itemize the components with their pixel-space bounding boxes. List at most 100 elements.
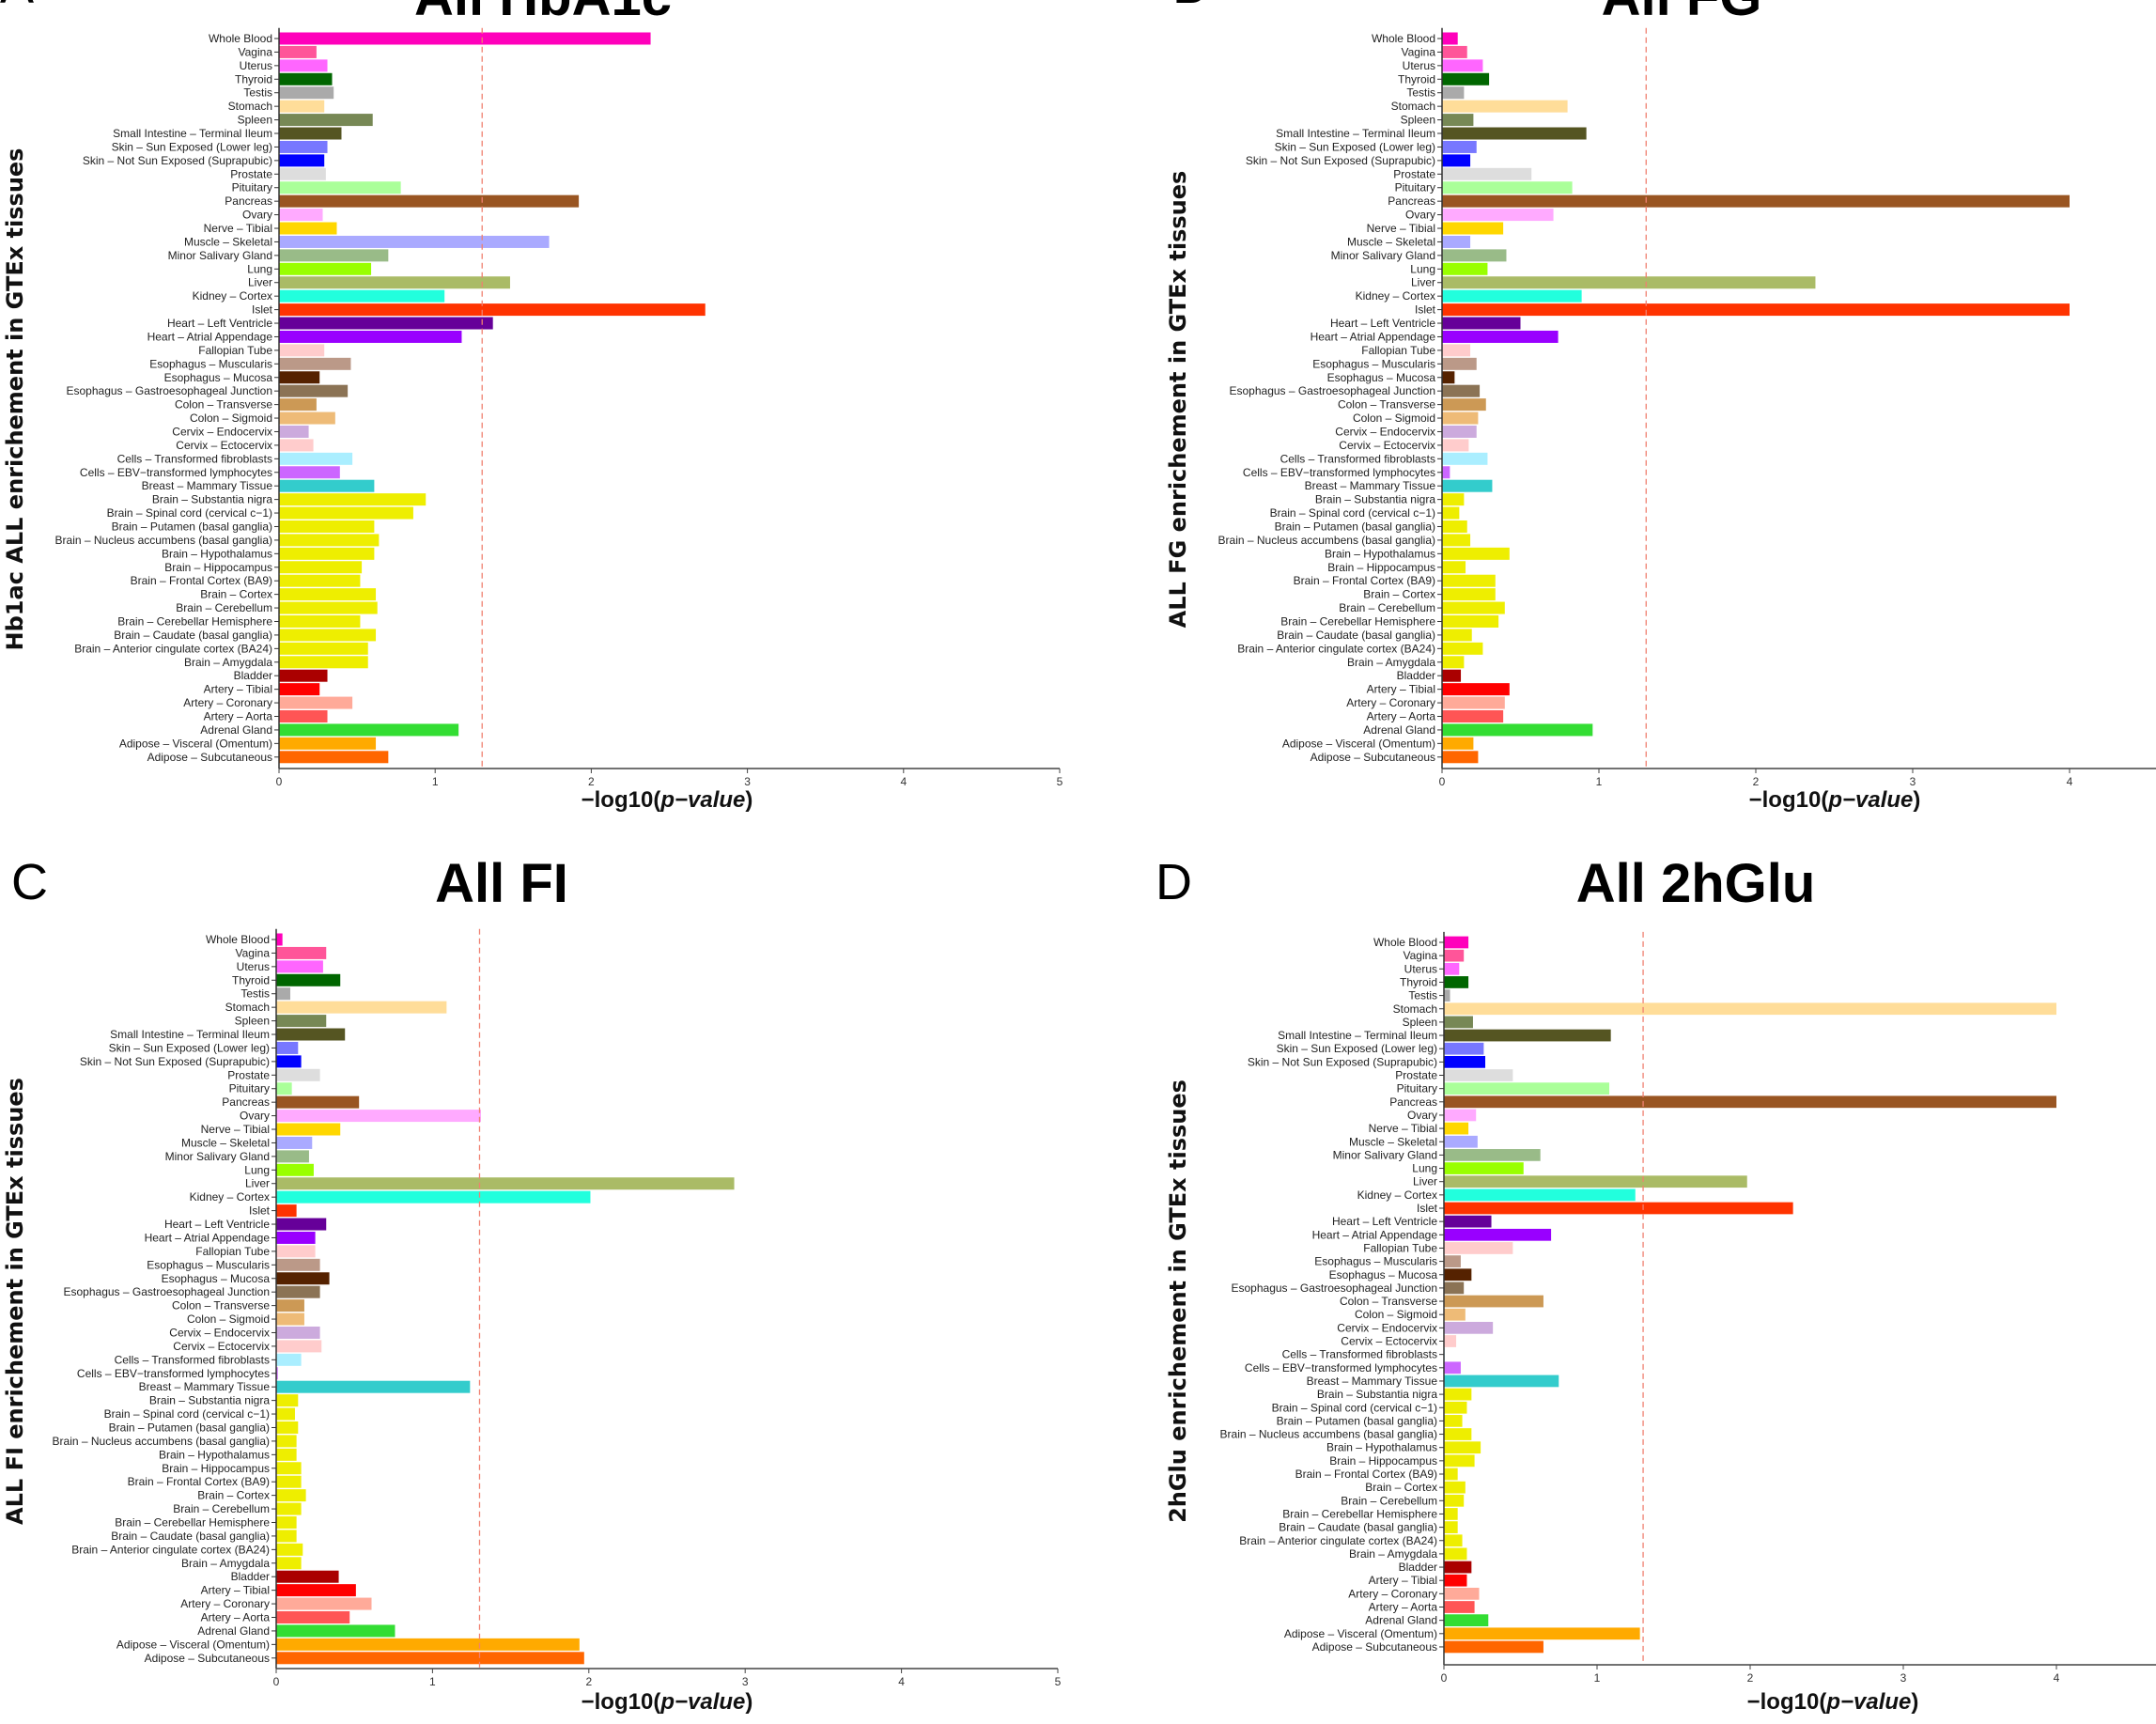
bar-3	[1442, 59, 1483, 72]
bar-28	[1442, 398, 1486, 412]
category-label: Uterus	[1403, 59, 1435, 72]
category-label: Vagina	[1404, 949, 1438, 962]
bar-30	[1442, 425, 1477, 438]
bar-20	[279, 289, 445, 303]
bar-39	[1444, 1441, 1481, 1454]
category-label: Cervix – Endocervix	[1335, 425, 1435, 438]
category-label: Colon – Transverse	[172, 1299, 270, 1312]
bar-25	[276, 1258, 320, 1271]
bar-54	[276, 1652, 584, 1665]
category-label: Brain – Anterior cingulate cortex (BA24)	[1239, 1534, 1437, 1547]
category-label: Heart – Atrial Appendage	[1312, 1228, 1438, 1241]
category-label: Islet	[1415, 303, 1436, 317]
bar-4	[279, 72, 333, 85]
bar-48	[1442, 669, 1462, 682]
category-label: Liver	[248, 276, 272, 289]
panel-d-chart: Whole BloodVaginaUterusThyroidTestisStom…	[1220, 931, 2156, 1685]
bar-17	[1442, 249, 1507, 262]
bar-34	[276, 1380, 471, 1393]
category-label: Cells – Transformed fibroblasts	[115, 1353, 270, 1366]
category-label: Nerve – Tibial	[1369, 1122, 1437, 1135]
bar-22	[1442, 317, 1521, 330]
panel-a-title: All HbA1c	[414, 0, 672, 24]
bar-34	[1444, 1375, 1559, 1388]
x-label-suffix: )	[745, 787, 753, 813]
category-label: Cells – Transformed fibroblasts	[1282, 1348, 1437, 1361]
bar-45	[276, 1530, 297, 1543]
bar-29	[276, 1312, 304, 1326]
bar-9	[1444, 1042, 1484, 1055]
category-label: Whole Blood	[209, 32, 272, 45]
x-label-prefix: −log10(	[581, 787, 661, 813]
x-tick-label: 5	[1055, 1675, 1062, 1688]
category-label: Uterus	[237, 960, 270, 973]
bar-25	[1442, 357, 1477, 370]
x-label-suffix: )	[745, 1689, 753, 1715]
bar-4	[1444, 976, 1469, 988]
bar-20	[1442, 289, 1582, 303]
category-label: Brain – Anterior cingulate cortex (BA24)	[71, 1543, 270, 1556]
category-label: Brain – Spinal cord (cervical c−1)	[104, 1407, 270, 1421]
category-label: Skin – Sun Exposed (Lower leg)	[1275, 140, 1435, 153]
bar-10	[1442, 154, 1471, 167]
x-tick-label: 0	[1441, 1671, 1448, 1685]
category-label: Brain – Putamen (basal ganglia)	[1275, 520, 1435, 533]
category-label: Thyroid	[1400, 975, 1437, 988]
bar-42	[1442, 588, 1496, 601]
category-label: Prostate	[230, 167, 272, 180]
bar-16	[1442, 235, 1471, 248]
category-label: Esophagus – Mucosa	[1327, 371, 1436, 384]
x-tick-label: 4	[2067, 775, 2073, 788]
category-label: Brain – Cortex	[200, 588, 272, 601]
category-label: Pancreas	[222, 1095, 270, 1109]
category-label: Artery – Aorta	[1369, 1601, 1438, 1614]
category-label: Colon – Sigmoid	[190, 412, 272, 425]
bar-43	[279, 601, 378, 614]
x-tick-label: 3	[744, 775, 751, 788]
bar-47	[1442, 656, 1465, 669]
category-label: Muscle – Skeletal	[1349, 1135, 1437, 1148]
bar-46	[1442, 642, 1483, 655]
category-label: Brain – Frontal Cortex (BA9)	[1294, 574, 1435, 587]
category-label: Brain – Nucleus accumbens (basal ganglia…	[53, 1435, 270, 1448]
category-label: Fallopian Tube	[1361, 344, 1435, 357]
bar-48	[276, 1570, 339, 1583]
category-label: Adrenal Gland	[1365, 1614, 1437, 1627]
bar-23	[279, 330, 462, 343]
category-label: Ovary	[242, 209, 272, 222]
bar-29	[1442, 412, 1479, 425]
category-label: Testis	[1406, 86, 1435, 100]
bar-14	[279, 209, 323, 222]
category-label: Brain – Substantia nigra	[149, 1394, 270, 1407]
bar-17	[1444, 1149, 1541, 1161]
category-label: Spleen	[235, 1015, 270, 1028]
category-label: Brain – Caudate (basal ganglia)	[1277, 629, 1435, 642]
bar-19	[279, 276, 510, 289]
category-label: Adipose – Subcutaneous	[145, 1652, 270, 1665]
category-label: Adipose – Visceral (Omentum)	[119, 737, 272, 750]
category-label: Liver	[245, 1177, 270, 1190]
category-label: Cells – Transformed fibroblasts	[1280, 452, 1435, 465]
bar-49	[1444, 1574, 1467, 1587]
bar-19	[1442, 276, 1816, 289]
category-label: Small Intestine – Terminal Ileum	[1278, 1029, 1437, 1042]
category-label: Brain – Nucleus accumbens (basal ganglia…	[1220, 1428, 1437, 1441]
bar-42	[279, 588, 377, 601]
bar-12	[1444, 1082, 1610, 1095]
x-tick-label: 1	[1596, 775, 1603, 788]
category-label: Brain – Nucleus accumbens (basal ganglia…	[55, 534, 272, 547]
category-label: Small Intestine – Terminal Ileum	[113, 127, 272, 140]
bar-17	[279, 249, 389, 262]
bar-21	[279, 303, 706, 317]
category-label: Thyroid	[235, 72, 272, 85]
category-label: Spleen	[1401, 114, 1435, 127]
bar-26	[1442, 371, 1455, 384]
category-label: Testis	[240, 987, 270, 1001]
category-label: Esophagus – Muscularis	[1312, 357, 1435, 370]
bar-14	[276, 1110, 481, 1123]
category-label: Muscle – Skeletal	[181, 1136, 270, 1149]
category-label: Bladder	[1397, 669, 1435, 682]
category-label: Heart – Left Ventricle	[167, 317, 272, 330]
category-label: Stomach	[1391, 100, 1435, 113]
bar-31	[1444, 1335, 1457, 1347]
